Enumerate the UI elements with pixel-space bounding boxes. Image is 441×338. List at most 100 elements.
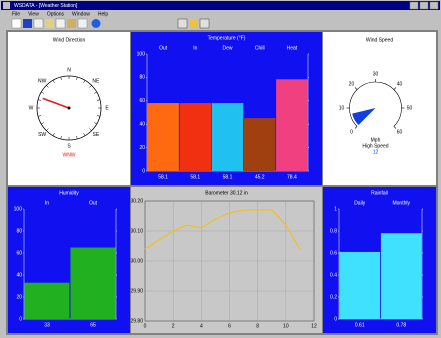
direction-label: N: [67, 67, 71, 73]
menu-item[interactable]: Options: [47, 11, 65, 17]
category-label: In: [193, 45, 197, 51]
speed-wedge: [352, 108, 376, 125]
dial-tick: [96, 115, 100, 117]
close-button[interactable]: [429, 1, 439, 10]
panel-title: Temperature (°F): [208, 35, 246, 41]
bar: [380, 233, 422, 319]
y-tick-label: 40: [16, 272, 22, 278]
menu-item[interactable]: Window: [72, 11, 90, 17]
bar: [243, 118, 276, 171]
panel-title: Barometer 30.12 in: [205, 190, 248, 196]
tool-button[interactable]: [67, 19, 76, 28]
menu-item[interactable]: File: [12, 11, 20, 17]
tool-button[interactable]: [11, 18, 22, 29]
high-speed-value: 12: [373, 149, 379, 155]
gauge-tick-label: 50: [407, 105, 413, 111]
tool-button[interactable]: [189, 19, 198, 28]
dial-tick: [96, 99, 100, 101]
minimize-button[interactable]: [409, 1, 419, 10]
menu-item[interactable]: View: [28, 11, 39, 17]
y-tick-label: 0: [142, 168, 145, 174]
tick-mark: [393, 126, 397, 129]
x-tick-label: 4: [200, 323, 203, 329]
gauge-tick-label: 40: [397, 81, 403, 87]
category-label: Daily: [354, 200, 366, 206]
dial-tick: [38, 99, 42, 101]
needle-hub: [67, 106, 71, 110]
window-title: WSDATA - [Weather Station]: [14, 3, 78, 9]
y-tick-label: 20: [139, 145, 145, 151]
tick-mark: [354, 126, 358, 129]
value-label: 58.1: [223, 174, 233, 180]
direction-label: NE: [92, 78, 100, 84]
tick-mark: [354, 87, 358, 90]
dial-tick: [60, 135, 62, 139]
value-label: 0.78: [396, 322, 406, 328]
x-tick-label: 10: [283, 323, 289, 329]
gauge-tick-label: 0: [350, 129, 353, 135]
dial-tick: [89, 128, 92, 131]
panel-title: Rainfall: [371, 190, 388, 196]
y-tick-label: 1: [334, 206, 337, 212]
dial-tick: [41, 91, 45, 94]
bar: [147, 103, 179, 171]
unit-label: Mph: [371, 137, 381, 143]
category-label: Out: [159, 45, 168, 51]
tick-mark: [393, 87, 397, 90]
gauge-tick-label: 60: [397, 129, 403, 135]
value-label: 65: [90, 322, 96, 328]
tool-button[interactable]: [55, 18, 66, 29]
dial-tick: [83, 132, 86, 136]
y-tick-label: 29.90: [130, 288, 143, 294]
x-tick-label: 6: [228, 323, 231, 329]
dial-tick: [89, 85, 92, 88]
x-tick-label: 12: [311, 323, 317, 329]
y-tick-label: 80: [16, 228, 22, 234]
dial-tick: [76, 135, 78, 139]
value-label: 0.61: [355, 322, 365, 328]
y-tick-label: 100: [14, 206, 23, 212]
y-tick-label: 30.20: [130, 198, 143, 204]
app-icon[interactable]: [3, 2, 10, 9]
direction-label: E: [105, 105, 109, 111]
y-tick-label: 30.10: [130, 228, 143, 234]
direction-label: SW: [38, 132, 46, 138]
direction-label: W: [29, 105, 34, 111]
title-bar: [1, 1, 440, 10]
dial-tick: [46, 85, 49, 88]
tool-button[interactable]: [177, 18, 188, 29]
chart-panel: [323, 32, 436, 185]
bar: [276, 79, 308, 171]
tool-button[interactable]: [77, 18, 88, 29]
bar: [179, 103, 212, 171]
tool-button[interactable]: [23, 19, 32, 28]
y-tick-label: 0.8: [330, 228, 337, 234]
dial-tick: [46, 128, 49, 131]
y-tick-label: 60: [16, 250, 22, 256]
menu-item[interactable]: Help: [98, 11, 109, 17]
dial-tick: [41, 122, 45, 125]
tool-button[interactable]: [33, 18, 44, 29]
category-label: Out: [89, 200, 98, 206]
dial-tick: [52, 132, 55, 136]
tool-button[interactable]: [45, 19, 54, 28]
value-label: 58.1: [158, 174, 168, 180]
direction-value: WNW: [62, 152, 75, 158]
gauge-subtitle: High Speed: [362, 143, 388, 149]
direction-label: NW: [38, 78, 47, 84]
y-tick-label: 40: [139, 122, 145, 128]
panel-title: Wind Speed: [366, 37, 393, 43]
direction-label: SE: [93, 132, 100, 138]
tool-button[interactable]: [199, 18, 210, 29]
gauge-tick-label: 20: [349, 81, 355, 87]
tool-button[interactable]: [91, 19, 101, 28]
bar: [24, 282, 70, 319]
dial-tick: [52, 80, 55, 84]
maximize-button[interactable]: [419, 1, 429, 10]
y-tick-label: 0.2: [330, 294, 337, 300]
y-tick-label: 60: [139, 98, 145, 104]
category-label: Monthly: [392, 200, 410, 206]
value-label: 33: [44, 322, 50, 328]
